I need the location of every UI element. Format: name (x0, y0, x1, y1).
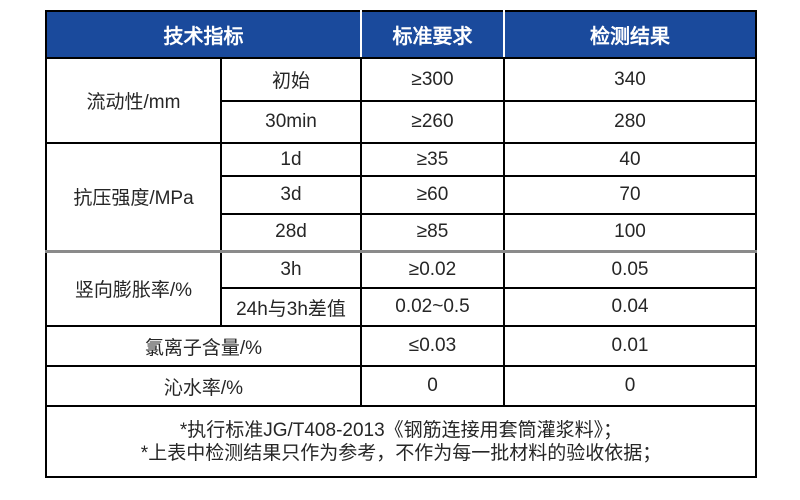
result-cell: 0.01 (503, 325, 757, 367)
result-cell: 100 (503, 213, 757, 252)
header-cell-standard: 标准要求 (360, 10, 505, 59)
standard-cell: ≥60 (360, 175, 505, 215)
row-label-chloride-content: 氯离子含量/% (45, 325, 362, 367)
standard-cell: ≥300 (360, 57, 505, 102)
group-label-compressive-strength: 抗压强度/MPa (45, 142, 222, 252)
standard-cell: ≤0.03 (360, 325, 505, 367)
cond-cell: 28d (220, 213, 362, 252)
cond-cell: 1d (220, 142, 362, 177)
standard-cell: ≥35 (360, 142, 505, 177)
table-row: 3d ≥60 70 (46, 175, 757, 215)
table-header-row: 技术指标 标准要求 检测结果 (45, 10, 757, 59)
result-cell: 280 (503, 100, 757, 144)
table-row: 氯离子含量/% ≤0.03 0.01 (45, 325, 757, 367)
table-row: 沁水率/% 0 0 (45, 365, 757, 407)
table-row: 竖向膨胀率/% 3h ≥0.02 0.05 (45, 249, 757, 327)
table-row: 30min ≥260 280 (46, 100, 757, 144)
cond-cell: 初始 (220, 57, 362, 102)
cond-cell: 24h与3h差值 (220, 287, 362, 327)
result-cell: 0.05 (503, 249, 757, 289)
result-cell: 0.04 (503, 287, 757, 327)
table-row: 流动性/mm 初始 ≥300 340 (45, 57, 757, 144)
table-row: 24h与3h差值 0.02~0.5 0.04 (46, 287, 757, 327)
result-cell: 0 (503, 365, 757, 407)
notes-cell: *执行标准JG/T408-2013《钢筋连接用套筒灌浆料》； *上表中检测结果只… (45, 405, 757, 478)
standard-cell: ≥0.02 (360, 249, 505, 289)
spec-table: 技术指标 标准要求 检测结果 流动性/mm 初始 ≥300 340 30min … (45, 10, 757, 478)
result-cell: 40 (503, 142, 757, 177)
result-cell: 340 (503, 57, 757, 102)
group-label-vertical-expansion: 竖向膨胀率/% (45, 249, 222, 327)
row-label-bleeding-rate: 沁水率/% (45, 365, 362, 407)
cond-cell: 3d (220, 175, 362, 215)
result-cell: 70 (503, 175, 757, 215)
cond-cell: 30min (220, 100, 362, 144)
group-label-fluidity: 流动性/mm (45, 57, 222, 144)
cond-cell: 3h (220, 249, 362, 289)
standard-cell: 0 (360, 365, 505, 407)
table-row: 抗压强度/MPa 1d ≥35 40 (45, 142, 757, 252)
standard-cell: ≥260 (360, 100, 505, 144)
note-standard-reference: *执行标准JG/T408-2013《钢筋连接用套筒灌浆料》； (179, 419, 623, 441)
note-disclaimer: *上表中检测结果只作为参考，不作为每一批材料的验收依据； (140, 442, 662, 464)
standard-cell: 0.02~0.5 (360, 287, 505, 327)
header-cell-result: 检测结果 (503, 10, 757, 59)
table-row: 28d ≥85 100 (46, 213, 757, 252)
table-footer-row: *执行标准JG/T408-2013《钢筋连接用套筒灌浆料》； *上表中检测结果只… (45, 405, 757, 478)
header-cell-indicator: 技术指标 (45, 10, 362, 59)
standard-cell: ≥85 (360, 213, 505, 252)
